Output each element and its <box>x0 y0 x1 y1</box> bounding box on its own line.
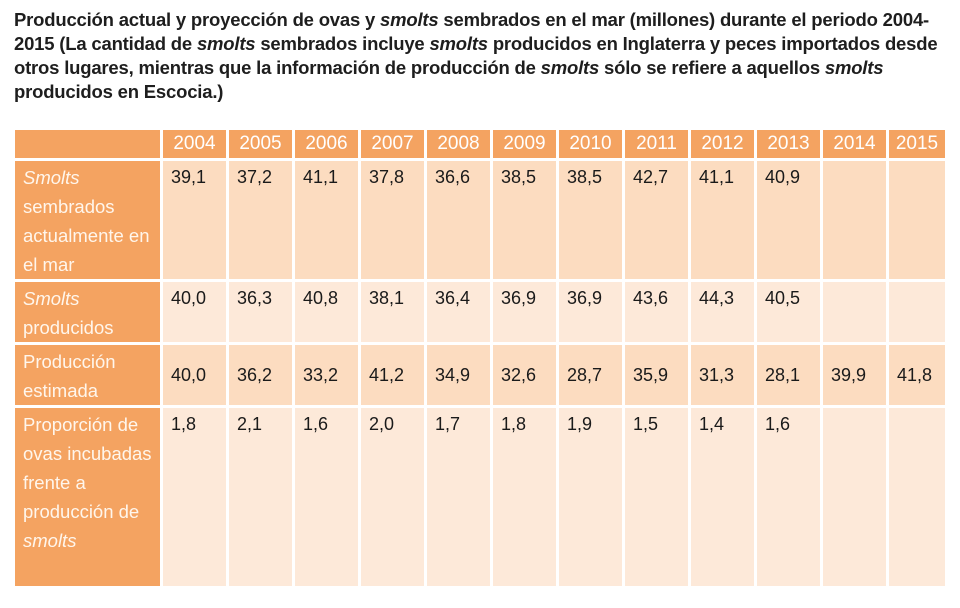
table-cell <box>889 282 945 342</box>
table-cell: 41,1 <box>691 161 754 279</box>
row-header-smolts-sembrados: Smolts sembrados actualmente en el mar <box>15 161 160 279</box>
table-cell: 32,6 <box>493 345 556 405</box>
table-cell: 41,2 <box>361 345 424 405</box>
table-cell: 1,9 <box>559 408 622 586</box>
table-cell: 36,2 <box>229 345 292 405</box>
year-header: 2010 <box>559 130 622 158</box>
table-cell: 36,6 <box>427 161 490 279</box>
table-cell: 41,1 <box>295 161 358 279</box>
table-cell: 39,9 <box>823 345 886 405</box>
table-cell: 35,9 <box>625 345 688 405</box>
table-cell: 38,1 <box>361 282 424 342</box>
table-cell: 34,9 <box>427 345 490 405</box>
table-cell: 39,1 <box>163 161 226 279</box>
table-cell: 1,5 <box>625 408 688 586</box>
table-cell: 1,4 <box>691 408 754 586</box>
table-cell: 1,8 <box>163 408 226 586</box>
table-row: Smolts producidos 40,0 36,3 40,8 38,1 36,… <box>15 282 945 342</box>
header-row: 2004 2005 2006 2007 2008 2009 2010 2011 … <box>15 130 945 158</box>
row-header-smolts-producidos: Smolts producidos <box>15 282 160 342</box>
year-header: 2007 <box>361 130 424 158</box>
year-header: 2013 <box>757 130 820 158</box>
table-cell: 40,0 <box>163 282 226 342</box>
table-cell: 1,8 <box>493 408 556 586</box>
table-cell: 36,9 <box>493 282 556 342</box>
table-cell: 41,8 <box>889 345 945 405</box>
table-cell: 40,5 <box>757 282 820 342</box>
year-header: 2005 <box>229 130 292 158</box>
table-cell <box>823 282 886 342</box>
smolts-production-table: 2004 2005 2006 2007 2008 2009 2010 2011 … <box>12 127 948 589</box>
table-cell: 36,9 <box>559 282 622 342</box>
year-header: 2004 <box>163 130 226 158</box>
table-cell: 1,6 <box>295 408 358 586</box>
table-cell: 37,2 <box>229 161 292 279</box>
table-cell: 44,3 <box>691 282 754 342</box>
table-row: Proporción de ovas incubadas frente a pr… <box>15 408 945 586</box>
year-header: 2012 <box>691 130 754 158</box>
year-header: 2015 <box>889 130 945 158</box>
table-cell: 43,6 <box>625 282 688 342</box>
year-header: 2009 <box>493 130 556 158</box>
table-cell: 31,3 <box>691 345 754 405</box>
table-cell: 28,1 <box>757 345 820 405</box>
table-row: Producción estimada 40,0 36,2 33,2 41,2 … <box>15 345 945 405</box>
table-cell <box>889 408 945 586</box>
table-cell: 40,0 <box>163 345 226 405</box>
table-cell: 38,5 <box>493 161 556 279</box>
table-cell: 42,7 <box>625 161 688 279</box>
table-cell: 37,8 <box>361 161 424 279</box>
table-cell: 36,3 <box>229 282 292 342</box>
table-cell: 36,4 <box>427 282 490 342</box>
table-cell <box>823 161 886 279</box>
table-cell <box>823 408 886 586</box>
table-cell: 1,7 <box>427 408 490 586</box>
table-cell: 1,6 <box>757 408 820 586</box>
table-cell: 38,5 <box>559 161 622 279</box>
header-corner <box>15 130 160 158</box>
table-caption: Producción actual y proyección de ovas y… <box>14 9 938 102</box>
table-row: Smolts sembrados actualmente en el mar 39… <box>15 161 945 279</box>
table-cell: 40,8 <box>295 282 358 342</box>
year-header: 2011 <box>625 130 688 158</box>
row-header-produccion-estimada: Producción estimada <box>15 345 160 405</box>
year-header: 2006 <box>295 130 358 158</box>
year-header: 2008 <box>427 130 490 158</box>
table-cell: 28,7 <box>559 345 622 405</box>
table-cell: 2,0 <box>361 408 424 586</box>
table-cell: 40,9 <box>757 161 820 279</box>
year-header: 2014 <box>823 130 886 158</box>
table-cell <box>889 161 945 279</box>
table-cell: 2,1 <box>229 408 292 586</box>
table-cell: 33,2 <box>295 345 358 405</box>
row-header-proporcion-ovas: Proporción de ovas incubadas frente a pr… <box>15 408 160 586</box>
